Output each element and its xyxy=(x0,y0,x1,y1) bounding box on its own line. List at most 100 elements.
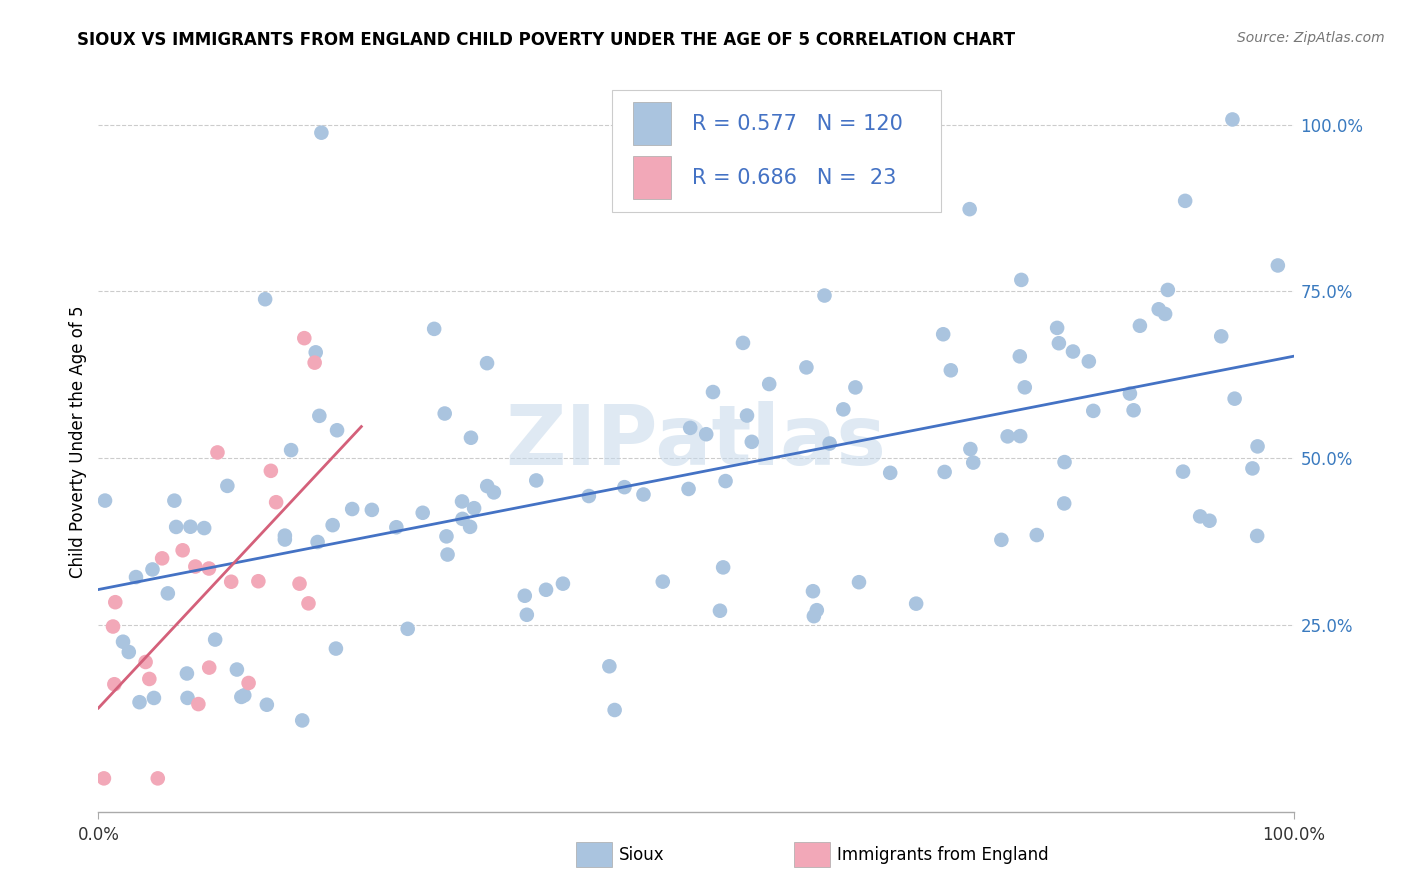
Point xyxy=(274,528,297,542)
Point xyxy=(111,634,134,648)
Point xyxy=(451,494,474,508)
Point xyxy=(138,672,160,686)
Point xyxy=(1223,392,1246,406)
Point xyxy=(436,548,458,562)
Point xyxy=(1157,283,1180,297)
Point xyxy=(101,619,124,633)
Point xyxy=(254,292,277,306)
Point xyxy=(598,659,620,673)
Point xyxy=(193,521,215,535)
Point xyxy=(458,520,481,534)
Point xyxy=(731,335,754,350)
Point xyxy=(1119,386,1142,401)
Point xyxy=(291,714,314,728)
Point xyxy=(198,561,221,575)
Point xyxy=(274,533,297,547)
Point xyxy=(150,551,173,566)
Point xyxy=(803,609,825,624)
Point xyxy=(1154,307,1177,321)
Point xyxy=(758,377,780,392)
Point xyxy=(1174,194,1197,208)
Point xyxy=(1077,354,1099,368)
Point xyxy=(326,423,349,437)
Point xyxy=(932,327,955,342)
Point xyxy=(198,660,221,674)
Point xyxy=(849,135,872,149)
Point xyxy=(256,698,278,712)
Point xyxy=(475,356,498,370)
Point xyxy=(288,576,311,591)
Point xyxy=(516,607,538,622)
Point xyxy=(307,535,329,549)
Bar xyxy=(633,103,671,145)
Point xyxy=(451,512,474,526)
Point xyxy=(238,676,260,690)
Point xyxy=(534,582,557,597)
Point xyxy=(1189,509,1212,524)
Point xyxy=(93,772,115,786)
Text: Sioux: Sioux xyxy=(619,846,664,863)
Point xyxy=(340,502,363,516)
Point xyxy=(463,501,485,516)
Point xyxy=(280,443,302,458)
Point xyxy=(233,688,256,702)
Point xyxy=(959,202,981,216)
Point xyxy=(325,641,347,656)
Point xyxy=(702,384,724,399)
Point xyxy=(1198,514,1220,528)
Point xyxy=(311,126,333,140)
Point xyxy=(513,589,536,603)
Text: R = 0.577   N = 120: R = 0.577 N = 120 xyxy=(692,114,903,134)
Point xyxy=(1129,318,1152,333)
Point xyxy=(176,690,198,705)
Point xyxy=(204,632,226,647)
Point xyxy=(423,322,446,336)
Point xyxy=(412,506,434,520)
Point xyxy=(219,574,242,589)
Point xyxy=(934,465,956,479)
Point xyxy=(613,480,636,494)
Point xyxy=(651,574,673,589)
Y-axis label: Child Poverty Under the Age of 5: Child Poverty Under the Age of 5 xyxy=(69,305,87,578)
Point xyxy=(709,604,731,618)
Point xyxy=(735,409,758,423)
Point xyxy=(844,380,866,394)
Point xyxy=(207,445,229,459)
Point xyxy=(308,409,330,423)
Point xyxy=(879,466,901,480)
Point xyxy=(125,570,148,584)
Point xyxy=(360,503,382,517)
Point xyxy=(578,489,600,503)
Point xyxy=(959,442,981,456)
Text: ZIPatlas: ZIPatlas xyxy=(506,401,886,482)
Point xyxy=(1008,350,1031,364)
Point xyxy=(741,434,763,449)
Text: Source: ZipAtlas.com: Source: ZipAtlas.com xyxy=(1237,31,1385,45)
Point xyxy=(1171,465,1194,479)
Point xyxy=(142,690,165,705)
Point xyxy=(813,288,835,302)
Point xyxy=(1010,273,1032,287)
Point xyxy=(128,695,150,709)
Point xyxy=(818,436,841,450)
Point xyxy=(184,559,207,574)
Point xyxy=(104,595,127,609)
Point xyxy=(1053,455,1076,469)
Point xyxy=(135,655,157,669)
Point xyxy=(990,533,1012,547)
Point xyxy=(633,487,655,501)
Point xyxy=(231,690,253,704)
Point xyxy=(165,520,187,534)
Point xyxy=(714,474,737,488)
Text: SIOUX VS IMMIGRANTS FROM ENGLAND CHILD POVERTY UNDER THE AGE OF 5 CORRELATION CH: SIOUX VS IMMIGRANTS FROM ENGLAND CHILD P… xyxy=(77,31,1015,49)
Point xyxy=(94,493,117,508)
Point xyxy=(1241,461,1264,475)
Point xyxy=(1122,403,1144,417)
Point xyxy=(1025,528,1047,542)
Point xyxy=(118,645,141,659)
Point xyxy=(385,520,408,534)
Point xyxy=(962,456,984,470)
Point xyxy=(264,495,287,509)
Point xyxy=(796,360,818,375)
Point xyxy=(141,562,163,576)
